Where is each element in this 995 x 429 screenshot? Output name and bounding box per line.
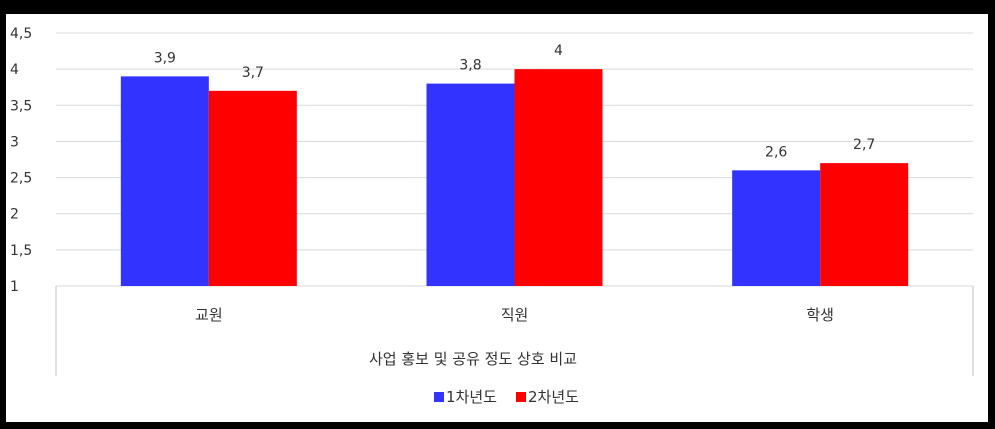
legend-swatch-series-2 [516, 392, 526, 402]
legend-swatch-series-1 [434, 392, 444, 402]
category-label: 직원 [501, 306, 529, 324]
data-label-series-2: 4 [554, 43, 563, 59]
legend-label-series-2: 2차년도 [528, 388, 579, 406]
category-group-label: 사업 홍보 및 공유 정도 상호 비교 [369, 350, 577, 368]
data-label-series-1: 2,6 [765, 144, 787, 160]
data-label-series-1: 3,8 [459, 58, 481, 74]
legend-item-series-1: 1차년도 [434, 388, 497, 406]
data-label-series-1: 3,9 [154, 50, 176, 66]
bar-series-2 [820, 163, 909, 286]
y-tick-label: 2 [10, 207, 19, 223]
bar-series-1 [120, 76, 209, 286]
y-tick-labels: 1 1,5 2 2,5 3 3,5 4 4,5 [10, 26, 32, 295]
chart-frame: 1 1,5 2 2,5 3 3,5 4 4,5 3,9 3,7 3,8 4 2,6 2,7 교원 직원 학생… [6, 14, 988, 422]
bar-series-1 [732, 170, 821, 286]
category-label: 교원 [195, 306, 223, 324]
data-labels: 3,9 3,7 3,8 4 2,6 2,7 [154, 43, 876, 160]
legend: 1차년도 2차년도 [434, 388, 579, 406]
y-tick-label: 4 [10, 62, 19, 78]
category-axis: 교원 직원 학생 [55, 286, 974, 376]
bar-series-2 [514, 69, 603, 286]
y-tick-label: 4,5 [10, 26, 32, 42]
y-tick-label: 3 [10, 134, 19, 150]
y-tick-label: 2,5 [10, 171, 32, 187]
chart-svg: 1 1,5 2 2,5 3 3,5 4 4,5 3,9 3,7 3,8 4 2,6 2,7 교원 직원 학생… [10, 26, 974, 406]
bar-series-1 [426, 83, 515, 286]
y-tick-label: 1 [10, 279, 19, 295]
legend-label-series-1: 1차년도 [446, 388, 497, 406]
data-label-series-2: 2,7 [853, 137, 875, 153]
legend-item-series-2: 2차년도 [516, 388, 579, 406]
bar-series-2 [208, 90, 297, 286]
bars [120, 69, 909, 286]
y-tick-label: 1,5 [10, 243, 32, 259]
data-label-series-2: 3,7 [242, 65, 264, 81]
y-tick-label: 3,5 [10, 98, 32, 114]
category-label: 학생 [806, 306, 834, 324]
